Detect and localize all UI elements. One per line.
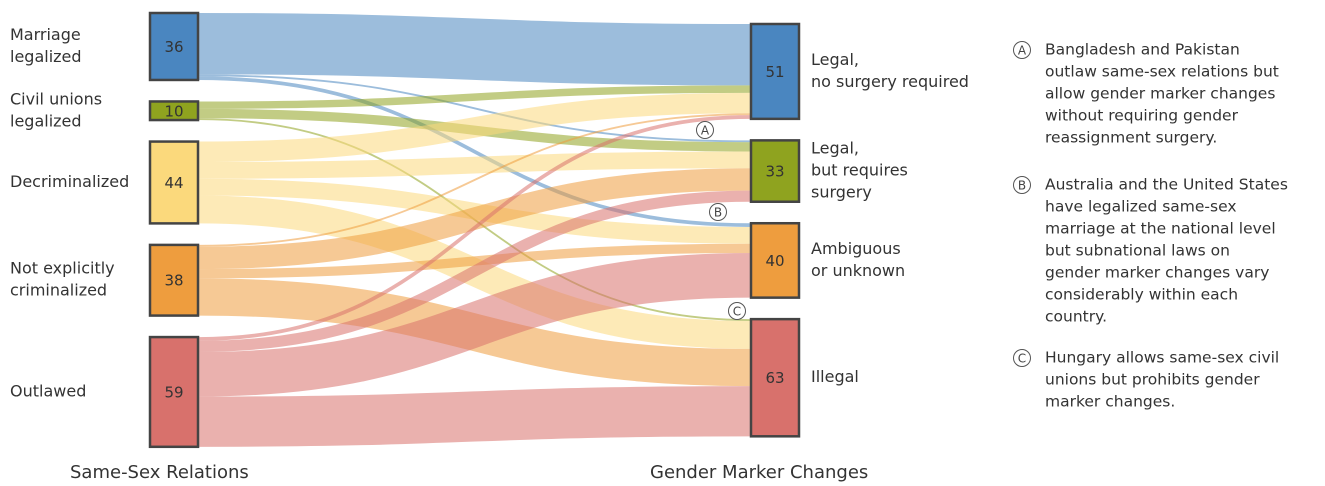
annotation-letter: B — [714, 206, 722, 220]
node-label: surgery — [811, 183, 872, 202]
annotation-letter: C — [733, 305, 741, 319]
link — [197, 92, 752, 163]
annotation-text: but subnational laws on — [1045, 242, 1230, 260]
node-label: Decriminalized — [10, 172, 129, 191]
link — [197, 168, 752, 270]
node — [749, 221, 801, 299]
node-label: Ambiguous — [811, 239, 901, 258]
node-label: Not explicitly — [10, 259, 115, 278]
link — [197, 243, 752, 279]
annotation-marker — [1013, 349, 1031, 367]
node-label: legalized — [10, 111, 82, 130]
column-title: Same-Sex Relations — [70, 462, 249, 483]
link — [197, 13, 752, 86]
annotation-marker — [728, 302, 746, 320]
annotation-text: outlaw same-sex relations but — [1045, 63, 1279, 81]
node — [148, 140, 200, 225]
node — [749, 22, 801, 121]
node — [148, 243, 200, 317]
annotation-text: Australia and the United States — [1045, 176, 1288, 194]
links — [197, 13, 752, 447]
node — [148, 11, 200, 82]
node — [749, 317, 801, 438]
annotation-text: gender marker changes vary — [1045, 264, 1269, 282]
annotation-text: reassignment surgery. — [1045, 129, 1217, 147]
link — [197, 113, 752, 247]
annotation-letter: A — [701, 124, 710, 138]
node-label: Illegal — [811, 367, 859, 386]
link — [197, 74, 752, 143]
annotation-text: Bangladesh and Pakistan — [1045, 41, 1240, 59]
node-label: criminalized — [10, 281, 107, 300]
annotation-text: considerably within each — [1045, 286, 1238, 304]
node-value: 10 — [164, 102, 183, 120]
node-value: 36 — [164, 38, 183, 56]
node-value: 59 — [164, 383, 183, 401]
annotation-letter: C — [1018, 352, 1026, 366]
node-value: 44 — [164, 174, 183, 192]
link — [197, 85, 752, 109]
annotation-text: country. — [1045, 308, 1107, 326]
annotation-text: unions but prohibits gender — [1045, 371, 1260, 389]
annotation-marker — [709, 203, 727, 221]
node-label: but requires — [811, 161, 908, 180]
link — [197, 76, 752, 227]
node-value: 38 — [164, 272, 183, 290]
node-label: or unknown — [811, 261, 905, 280]
annotation-marker — [1013, 41, 1031, 59]
annotation-letter: B — [1018, 179, 1026, 193]
link — [197, 386, 752, 447]
node — [148, 100, 200, 122]
link — [197, 151, 752, 179]
annotation-marker — [1013, 176, 1031, 194]
link — [197, 190, 752, 352]
annotation-text: without requiring gender — [1045, 107, 1239, 125]
link — [197, 115, 752, 341]
node-label: Civil unions — [10, 89, 102, 108]
node-label: Legal, — [811, 50, 859, 69]
node-label: Outlawed — [10, 381, 86, 400]
annotation-text: have legalized same-sex — [1045, 198, 1237, 216]
node — [148, 335, 200, 449]
link — [197, 253, 752, 397]
annotation-text: marriage at the national level — [1045, 220, 1276, 238]
annotation-text: marker changes. — [1045, 393, 1175, 411]
node-label: Marriage — [10, 25, 81, 44]
node-value: 63 — [765, 369, 784, 387]
node-label: no surgery required — [811, 72, 969, 91]
annotation-text: Hungary allows same-sex civil — [1045, 349, 1279, 367]
node-label: Legal, — [811, 139, 859, 158]
node-label: legalized — [10, 47, 82, 66]
annotation-letter: A — [1018, 44, 1027, 58]
node-value: 40 — [765, 252, 784, 270]
node — [749, 139, 801, 203]
column-title: Gender Marker Changes — [650, 462, 868, 483]
annotation-text: allow gender marker changes — [1045, 85, 1275, 103]
node-value: 33 — [765, 163, 784, 181]
annotation-marker — [696, 121, 714, 139]
node-value: 51 — [765, 63, 784, 81]
